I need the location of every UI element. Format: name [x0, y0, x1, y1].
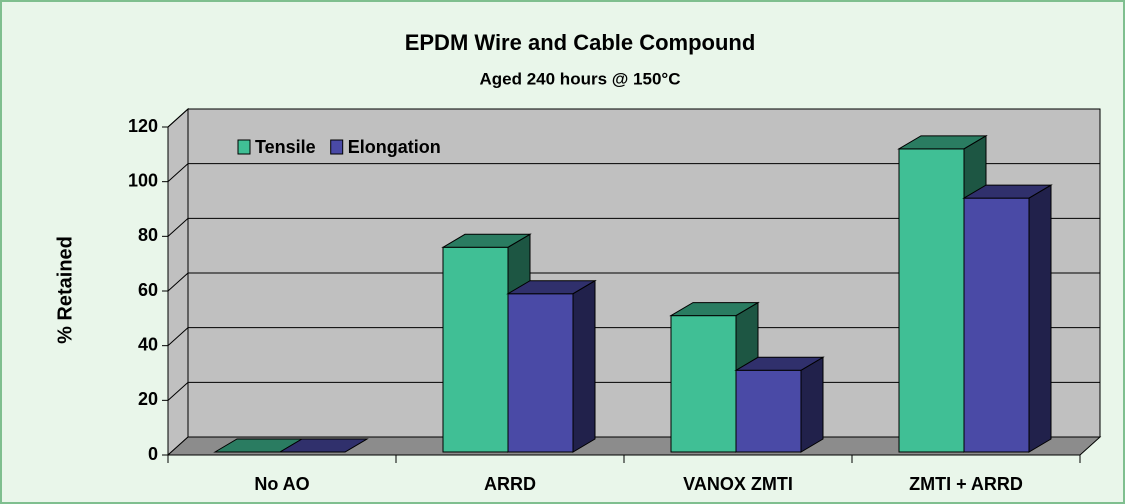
grid-line: [167, 163, 1100, 183]
grid-line: [167, 272, 1100, 292]
bar-top: [506, 280, 597, 295]
y-tick-label: 0: [148, 444, 158, 464]
legend-label: Elongation: [348, 137, 441, 157]
x-tick-label: ZMTI + ARRD: [909, 474, 1023, 494]
bar: [734, 356, 825, 453]
bar-top: [897, 135, 988, 150]
bar-side: [572, 279, 596, 453]
y-axis-label: % Retained: [54, 236, 76, 344]
x-tick-label: VANOX ZMTI: [683, 474, 793, 494]
grid-line: [167, 108, 1100, 128]
y-tick-label: 80: [138, 225, 158, 245]
bar-top: [734, 356, 825, 371]
x-tick-label: No AO: [254, 474, 309, 494]
legend-swatch: [330, 139, 344, 155]
bar-top: [441, 233, 532, 248]
grid-line: [167, 327, 1100, 347]
bar-side: [800, 356, 824, 453]
bar-front: [963, 197, 1030, 453]
bar-top: [962, 184, 1053, 199]
grid-line: [167, 217, 1100, 237]
bar-front: [735, 369, 802, 453]
y-tick-label: 20: [138, 389, 158, 409]
legend-swatch: [237, 139, 251, 155]
bar-side: [1028, 184, 1052, 453]
bar-front: [898, 148, 965, 453]
bar-front: [442, 246, 509, 453]
y-tick-label: 40: [138, 334, 158, 354]
chart-title: EPDM Wire and Cable Compound: [405, 30, 756, 55]
bar-top: [669, 302, 760, 317]
bar-front: [507, 293, 574, 453]
y-tick-label: 60: [138, 280, 158, 300]
bar: [962, 184, 1053, 453]
legend-label: Tensile: [255, 137, 316, 157]
bar: [506, 279, 597, 453]
y-tick-label: 100: [128, 170, 158, 190]
bar: [278, 438, 369, 453]
chart-subtitle: Aged 240 hours @ 150°C: [480, 69, 681, 88]
bar-front: [670, 315, 737, 453]
x-tick-label: ARRD: [484, 474, 536, 494]
bar-top: [278, 438, 369, 453]
y-tick-label: 120: [128, 116, 158, 136]
